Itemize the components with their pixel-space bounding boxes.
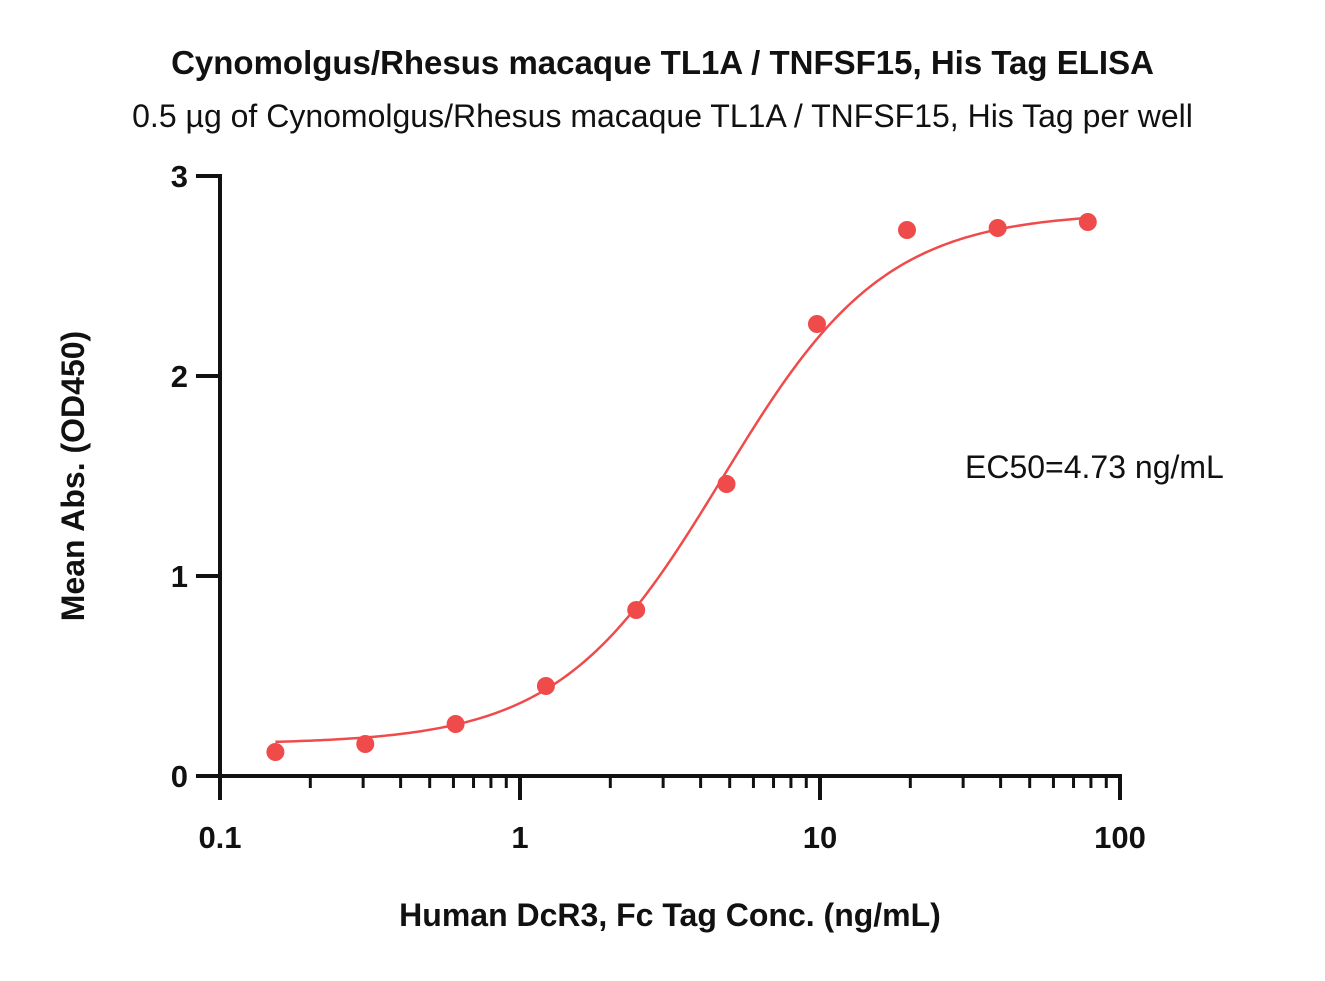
data-point bbox=[807, 315, 826, 333]
data-point bbox=[536, 677, 555, 695]
ec50-annotation: EC50=4.73 ng/mL bbox=[965, 449, 1224, 485]
chart-subtitle: 0.5 µg of Cynomolgus/Rhesus macaque TL1A… bbox=[132, 98, 1193, 134]
y-tick-label: 0 bbox=[171, 759, 188, 794]
data-points-layer bbox=[266, 213, 1097, 761]
x-tick-label: 0.1 bbox=[198, 820, 241, 855]
y-tick-label: 3 bbox=[171, 159, 188, 194]
data-point bbox=[266, 743, 285, 761]
axes: 0 1 2 3 0.1 1 10 100 bbox=[171, 159, 1146, 855]
fit-curve-layer bbox=[275, 216, 1088, 744]
data-point bbox=[446, 715, 465, 733]
y-tick-label: 2 bbox=[171, 359, 188, 394]
chart-title: Cynomolgus/Rhesus macaque TL1A / TNFSF15… bbox=[171, 44, 1154, 81]
data-point bbox=[1078, 213, 1097, 231]
data-point bbox=[898, 221, 917, 239]
fit-curve bbox=[275, 216, 1088, 744]
x-tick-label: 10 bbox=[803, 820, 837, 855]
data-point bbox=[717, 475, 736, 493]
data-point bbox=[356, 735, 375, 753]
data-point bbox=[988, 219, 1007, 237]
y-tick-label: 1 bbox=[171, 559, 188, 594]
x-tick-label: 1 bbox=[511, 820, 528, 855]
data-point bbox=[627, 601, 646, 619]
x-tick-label: 100 bbox=[1094, 820, 1146, 855]
y-axis-label: Mean Abs. (OD450) bbox=[55, 331, 91, 621]
x-axis-label: Human DcR3, Fc Tag Conc. (ng/mL) bbox=[399, 897, 941, 933]
